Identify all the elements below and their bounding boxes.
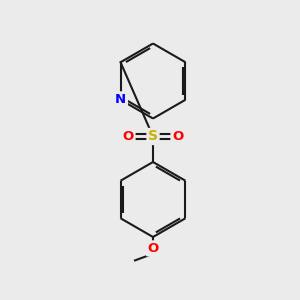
Text: O: O [123, 130, 134, 143]
Text: S: S [148, 130, 158, 143]
Text: O: O [147, 242, 159, 255]
Text: N: N [115, 93, 126, 106]
Text: O: O [172, 130, 183, 143]
